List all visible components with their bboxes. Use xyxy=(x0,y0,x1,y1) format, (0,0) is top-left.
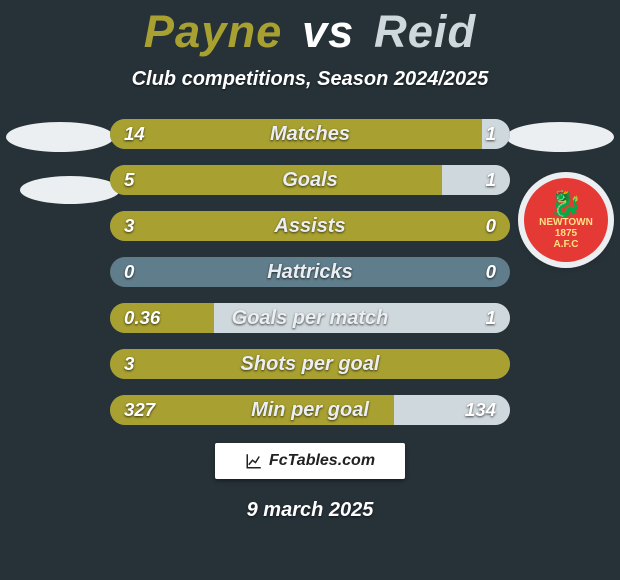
player2-photo-placeholder xyxy=(506,122,614,152)
crest-year: 1875 xyxy=(555,228,577,239)
crest-line2: A.F.C xyxy=(554,239,579,250)
stat-label: Goals xyxy=(110,165,510,195)
stat-row: 141Matches xyxy=(110,119,510,149)
club-crest: 🐉 NEWTOWN 1875 A.F.C xyxy=(524,178,608,262)
stat-row: 327134Min per goal xyxy=(110,395,510,425)
stat-row: 00Hattricks xyxy=(110,257,510,287)
dragon-icon: 🐉 xyxy=(550,191,582,217)
stat-label: Hattricks xyxy=(110,257,510,287)
stat-row: 30Assists xyxy=(110,211,510,241)
stat-label: Assists xyxy=(110,211,510,241)
title-player2: Reid xyxy=(374,6,476,57)
brand-badge: FcTables.com xyxy=(215,443,405,479)
stat-label: Matches xyxy=(110,119,510,149)
brand-text: FcTables.com xyxy=(269,452,375,470)
stat-label: Goals per match xyxy=(110,303,510,333)
stats-container: 141Matches 51Goals 30Assists 00Hattricks 0.3… xyxy=(110,119,510,425)
title-vs: vs xyxy=(302,6,354,57)
chart-icon xyxy=(245,452,263,470)
subtitle: Club competitions, Season 2024/2025 xyxy=(0,68,620,91)
stat-row: 3Shots per goal xyxy=(110,349,510,379)
page-title: Payne vs Reid xyxy=(0,0,620,58)
date-text: 9 march 2025 xyxy=(0,499,620,522)
stat-row: 51Goals xyxy=(110,165,510,195)
player1-photo-placeholder-2 xyxy=(20,176,120,204)
stat-row: 0.361Goals per match xyxy=(110,303,510,333)
crest-line1: NEWTOWN xyxy=(539,217,593,228)
player1-photo-placeholder-1 xyxy=(6,122,114,152)
stat-label: Min per goal xyxy=(110,395,510,425)
stat-label: Shots per goal xyxy=(110,349,510,379)
title-player1: Payne xyxy=(144,6,283,57)
